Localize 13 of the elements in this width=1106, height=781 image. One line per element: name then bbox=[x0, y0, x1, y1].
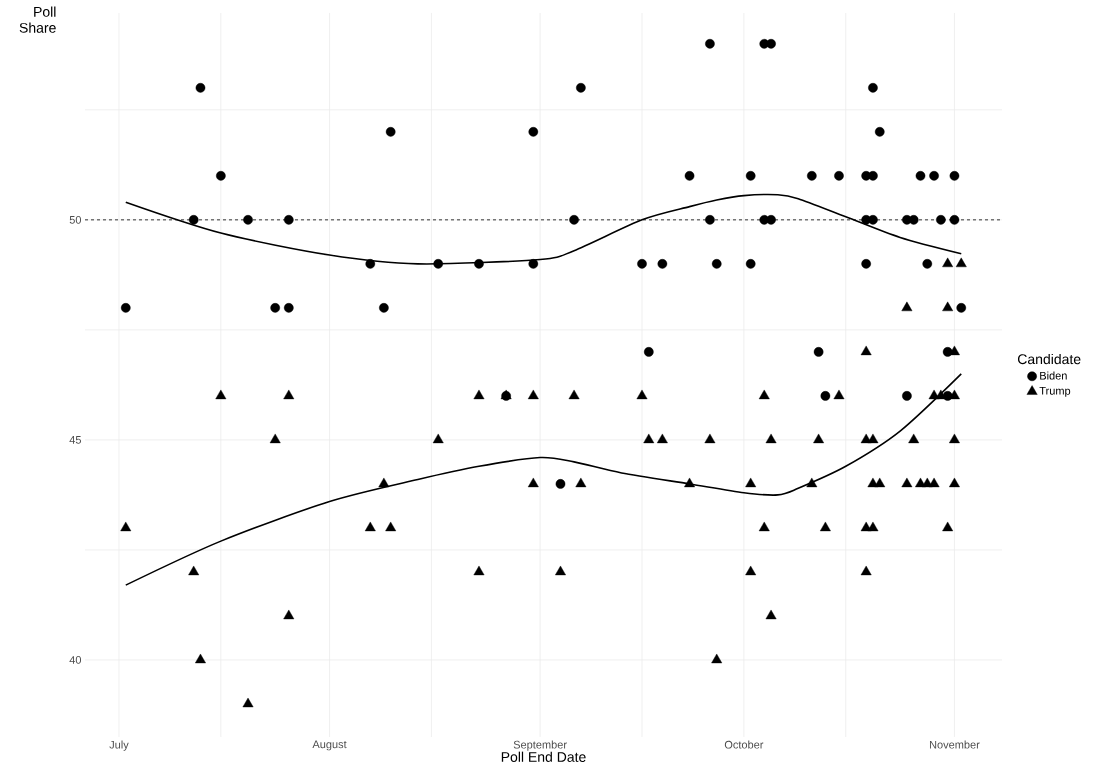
legend-label: Biden bbox=[1040, 371, 1067, 380]
y-tick-label: 50 bbox=[69, 215, 82, 224]
y-tick-label: 45 bbox=[69, 436, 81, 444]
y-axis-title: Poll Share bbox=[19, 6, 56, 33]
x-tick-label: September bbox=[513, 740, 567, 751]
x-tick-label: October bbox=[724, 740, 764, 749]
x-tick-label: August bbox=[312, 740, 347, 751]
legend-label: Trump bbox=[1039, 387, 1071, 397]
x-axis-title: Poll End Date bbox=[501, 751, 586, 762]
x-tick-label: July bbox=[109, 740, 129, 751]
x-tick-label: November bbox=[929, 740, 980, 749]
y-tick-label: 40 bbox=[69, 656, 82, 664]
legend-title: Candidate bbox=[1017, 353, 1081, 365]
